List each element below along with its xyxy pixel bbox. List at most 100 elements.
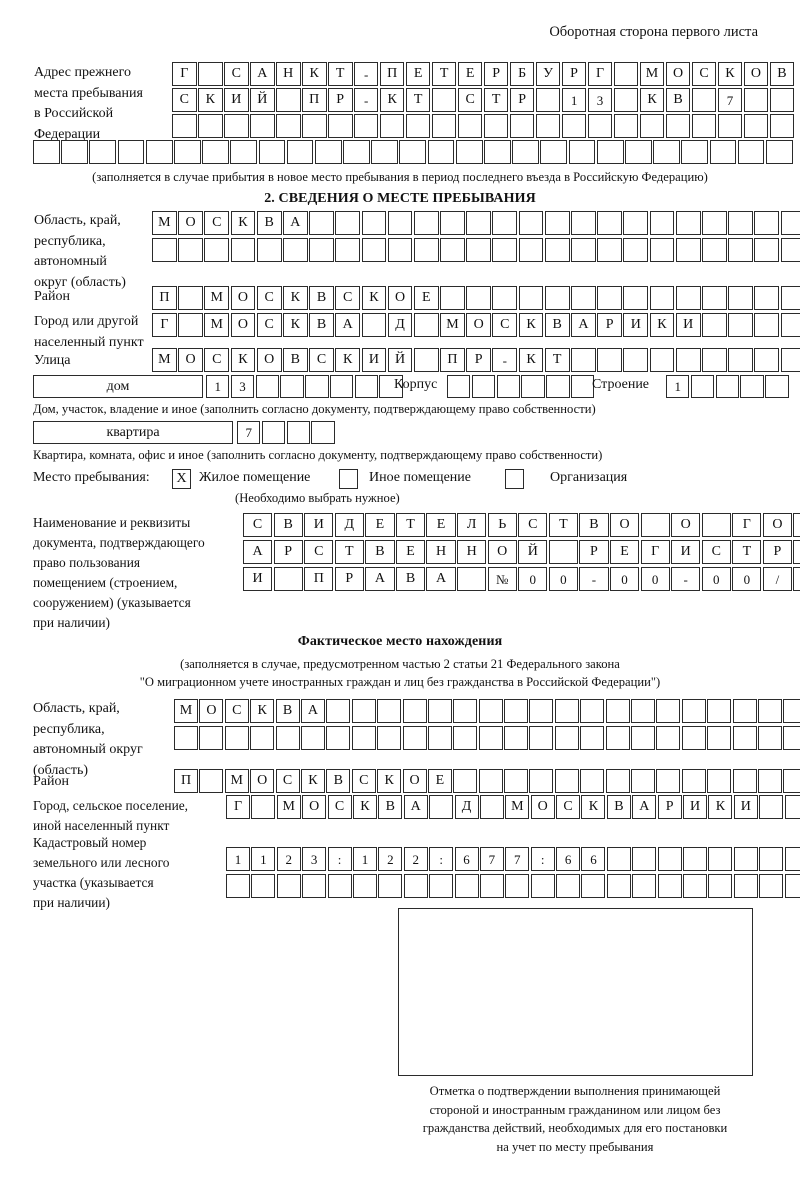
form-cell[interactable]: С — [492, 313, 518, 337]
form-cell[interactable] — [681, 140, 709, 164]
form-cell[interactable]: К — [361, 286, 387, 310]
form-cell[interactable]: О — [199, 699, 224, 723]
form-cell[interactable]: 0 — [518, 567, 548, 591]
form-cell[interactable] — [605, 699, 630, 723]
form-cell[interactable] — [548, 540, 578, 564]
form-cell[interactable] — [530, 874, 555, 898]
form-cell[interactable] — [783, 699, 800, 723]
form-cell[interactable] — [457, 567, 487, 591]
form-cell[interactable]: Р — [334, 567, 364, 591]
form-cell[interactable]: К — [335, 348, 361, 372]
form-cell[interactable] — [649, 238, 675, 262]
form-cell[interactable] — [732, 699, 757, 723]
form-cell[interactable] — [199, 726, 224, 750]
form-cell[interactable] — [230, 238, 256, 262]
form-cell[interactable] — [478, 699, 503, 723]
form-cell[interactable] — [282, 238, 308, 262]
form-cell[interactable]: В — [579, 513, 609, 537]
form-cell[interactable] — [371, 140, 399, 164]
form-cell[interactable]: Й — [249, 88, 275, 112]
form-cell[interactable]: Р — [597, 313, 622, 337]
form-cell[interactable]: С — [224, 699, 249, 723]
form-cell[interactable] — [309, 211, 334, 235]
form-cell[interactable] — [529, 726, 554, 750]
form-cell[interactable]: Ь — [487, 513, 517, 537]
form-cell[interactable] — [505, 874, 530, 898]
form-cell[interactable] — [429, 874, 454, 898]
form-cell[interactable] — [378, 874, 403, 898]
form-cell[interactable] — [529, 769, 554, 793]
form-cell[interactable] — [427, 726, 452, 750]
form-cell[interactable]: Е — [426, 513, 456, 537]
form-cell[interactable] — [440, 211, 465, 235]
form-cell[interactable] — [675, 348, 701, 372]
form-cell[interactable] — [571, 286, 596, 310]
form-cell[interactable] — [352, 874, 377, 898]
form-cell[interactable]: К — [282, 313, 308, 337]
form-cell[interactable] — [754, 211, 780, 235]
form-cell[interactable] — [453, 699, 478, 723]
form-cell[interactable] — [492, 286, 518, 310]
form-cell[interactable] — [733, 874, 758, 898]
checkbox-organizaciya[interactable] — [505, 469, 524, 489]
form-cell[interactable] — [504, 726, 529, 750]
form-cell[interactable] — [429, 795, 454, 819]
form-cell[interactable] — [326, 726, 351, 750]
form-cell[interactable]: С — [518, 513, 548, 537]
form-cell[interactable] — [743, 88, 769, 112]
form-cell[interactable] — [256, 238, 282, 262]
form-cell[interactable]: О — [178, 211, 203, 235]
form-cell[interactable] — [387, 238, 413, 262]
form-cell[interactable]: П — [304, 567, 334, 591]
form-cell[interactable]: Е — [413, 286, 439, 310]
form-cell[interactable] — [597, 211, 622, 235]
form-cell[interactable]: О — [178, 348, 203, 372]
form-cell[interactable]: С — [172, 88, 197, 112]
form-cell[interactable]: Й — [518, 540, 548, 564]
form-cell[interactable] — [518, 286, 544, 310]
form-cell[interactable]: С — [335, 286, 361, 310]
form-cell[interactable] — [544, 211, 570, 235]
form-cell[interactable]: 0 — [548, 567, 578, 591]
form-cell[interactable] — [302, 874, 327, 898]
form-cell[interactable]: О — [230, 313, 256, 337]
form-cell[interactable] — [675, 211, 701, 235]
cadastral-row[interactable] — [226, 874, 800, 898]
form-cell[interactable]: С — [256, 286, 282, 310]
form-cell[interactable] — [402, 699, 427, 723]
form-cell[interactable]: Р — [561, 62, 587, 86]
form-cell[interactable] — [178, 238, 203, 262]
form-cell[interactable] — [754, 286, 780, 310]
form-cell[interactable] — [556, 874, 581, 898]
form-cell[interactable]: 3 — [302, 847, 327, 871]
form-cell[interactable] — [204, 238, 230, 262]
form-cell[interactable]: 0 — [732, 567, 762, 591]
form-cell[interactable] — [89, 140, 117, 164]
form-cell[interactable]: С — [275, 769, 300, 793]
form-cell[interactable] — [707, 699, 732, 723]
form-cell[interactable] — [535, 114, 561, 138]
form-cell[interactable]: К — [301, 62, 327, 86]
form-cell[interactable]: 1 — [666, 375, 690, 398]
form-cell[interactable]: С — [793, 513, 800, 537]
form-cell[interactable] — [571, 211, 596, 235]
form-cell[interactable] — [152, 238, 177, 262]
form-cell[interactable]: 6 — [556, 847, 581, 871]
form-cell[interactable] — [580, 726, 605, 750]
form-cell[interactable] — [275, 88, 301, 112]
form-cell[interactable] — [305, 375, 329, 398]
form-cell[interactable] — [286, 421, 310, 444]
form-cell[interactable] — [708, 874, 733, 898]
form-cell[interactable]: - — [353, 88, 379, 112]
form-cell[interactable]: Р — [509, 88, 535, 112]
form-cell[interactable]: К — [352, 795, 377, 819]
form-cell[interactable]: И — [243, 567, 273, 591]
form-cell[interactable]: Т — [327, 62, 353, 86]
form-cell[interactable]: А — [426, 567, 456, 591]
form-cell[interactable]: К — [518, 348, 544, 372]
form-cell[interactable] — [172, 114, 197, 138]
form-cell[interactable]: 0 — [609, 567, 640, 591]
form-cell[interactable] — [632, 874, 657, 898]
form-cell[interactable] — [597, 348, 622, 372]
form-cell[interactable] — [478, 726, 503, 750]
